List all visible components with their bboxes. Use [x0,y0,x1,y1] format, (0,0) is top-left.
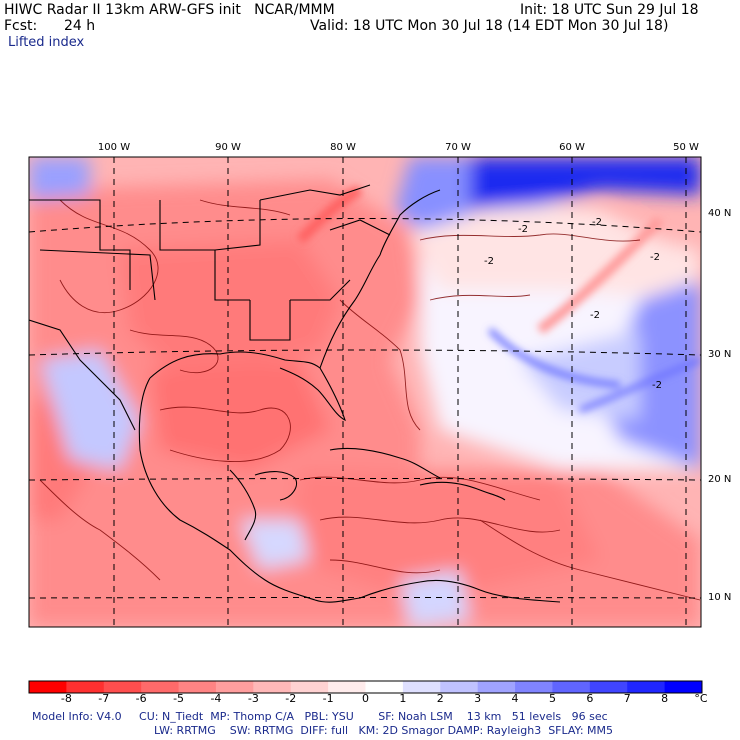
contour-label: -2 [652,380,662,391]
colorbar-swatch [515,681,553,693]
valid-time: Valid: 18 UTC Mon 30 Jul 18 (14 EDT Mon … [310,18,669,34]
colorbar-swatch [589,681,628,693]
colorbar-tick-label: 2 [436,692,444,705]
colorbar-swatch [290,681,329,693]
colorbar-tick-label: -4 [210,692,222,705]
forecast-hour: 24 h [64,18,96,34]
latitude-label: 20 N [708,474,731,485]
longitude-label: 60 W [559,142,585,153]
colorbar-tick-label: -7 [98,692,110,705]
colorbar-tick-label: 8 [661,692,669,705]
colorbar-tick-label: -6 [135,692,147,705]
colorbar-tick-label: 0 [362,692,369,705]
colorbar [28,680,703,694]
colorbar-tick-label: 5 [548,692,556,705]
colorbar-swatch [141,681,180,693]
colorbar-swatch [29,681,67,693]
colorbar-swatch [103,681,142,693]
colorbar-swatch [664,681,703,693]
colorbar-tick-label: -1 [322,692,334,705]
colorbar-swatch [66,681,105,693]
colorbar-frame [28,680,703,694]
contour-label: -2 [518,224,528,235]
contour-label: -2 [590,310,600,321]
longitude-label: 100 W [98,142,130,153]
colorbar-swatch [328,681,366,693]
field-name: Lifted index [8,35,85,50]
model-info-line1: Model Info: V4.0 CU: N_Tiedt MP: Thomp C… [32,710,608,723]
contour-label: -2 [484,256,494,267]
map-title: HIWC Radar II 13km ARW-GFS init NCAR/MMM [4,2,335,18]
colorbar-swatch [253,681,292,693]
colorbar-tick-label: -3 [247,692,259,705]
longitude-label: 80 W [330,142,356,153]
colorbar-swatch [552,681,591,693]
colorbar-tick-label: 3 [474,692,482,705]
contour-label: -2 [592,217,602,228]
colorbar-swatch [365,681,404,693]
longitude-label: 90 W [215,142,241,153]
colorbar-unit: °C [694,692,708,705]
longitude-label: 70 W [445,142,471,153]
init-time: Init: 18 UTC Sun 29 Jul 18 [520,2,699,18]
colorbar-tick-label: 7 [623,692,631,705]
forecast-label: Fcst: [4,18,38,34]
colorbar-swatch [477,681,516,693]
colorbar-swatch [178,681,217,693]
colorbar-tick-label: -5 [173,692,185,705]
colorbar-swatch [215,681,254,693]
colorbar-swatch [440,681,479,693]
colorbar-tick-label: -2 [285,692,297,705]
longitude-label: 50 W [673,142,699,153]
colorbar-swatch [402,681,441,693]
latitude-label: 30 N [708,349,731,360]
colorbar-tick-label: -8 [60,692,72,705]
colorbar-swatch [627,681,666,693]
colorbar-tick-label: 6 [586,692,594,705]
contour-label: -2 [650,252,660,263]
colorbar-tick-label: 1 [399,692,407,705]
latitude-label: 40 N [708,208,731,219]
latitude-label: 10 N [708,592,731,603]
colorbar-tick-label: 4 [511,692,519,705]
map-field: -2 -2 -2 -2 -2 -2 [29,157,701,627]
model-info-line2: LW: RRTMG SW: RRTMG DIFF: full KM: 2D Sm… [154,724,614,737]
